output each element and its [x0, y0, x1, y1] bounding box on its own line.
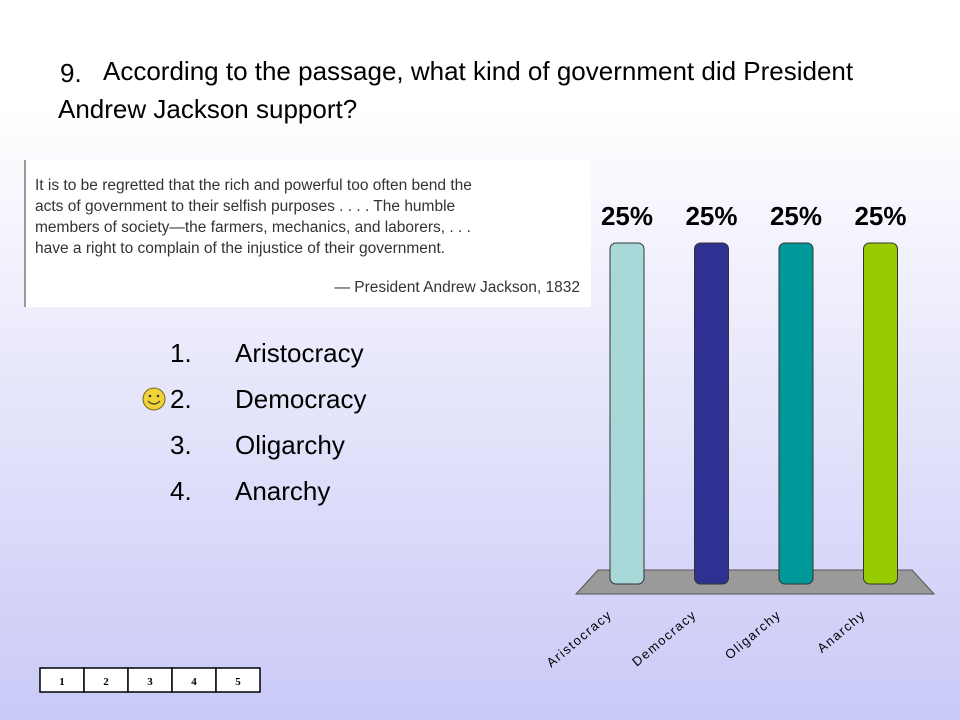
- counter-cell: [127, 667, 173, 693]
- category-label: Oligarchy: [722, 607, 784, 662]
- value-label: 25%: [685, 201, 737, 231]
- option-text: Anarchy: [235, 476, 330, 506]
- option-number: 3.: [170, 430, 192, 460]
- question-box: According to the passage, what kind of g…: [58, 56, 854, 124]
- option-number: 4.: [170, 476, 192, 506]
- option-number: 1.: [170, 338, 192, 368]
- counter-label: 5: [235, 676, 241, 688]
- option-text: Democracy: [235, 384, 366, 414]
- quote-line: members of society—the farmers, mechanic…: [35, 219, 471, 236]
- smiley: [142, 387, 166, 411]
- value-label: 25%: [854, 201, 906, 231]
- counter-cell: [215, 667, 261, 693]
- bar: [778, 242, 814, 585]
- option-text: Aristocracy: [235, 338, 364, 368]
- option-text: Oligarchy: [235, 430, 345, 460]
- category-label: Aristocracy: [543, 607, 615, 670]
- counter-label: 4: [191, 676, 197, 688]
- category-label: Anarchy: [814, 607, 868, 656]
- option-number: 2.: [170, 384, 192, 414]
- question-text: According to the passage, what kind of g…: [58, 56, 854, 124]
- bar: [694, 242, 729, 585]
- question-number: 9.: [60, 58, 82, 88]
- quote-line: acts of government to their selfish purp…: [35, 198, 455, 215]
- quote-line: It is to be regretted that the rich and …: [35, 177, 472, 194]
- bar: [863, 242, 898, 585]
- value-label: 25%: [770, 201, 822, 231]
- category-label: Democracy: [629, 607, 699, 669]
- quote-attribution: — President Andrew Jackson, 1832: [334, 279, 580, 296]
- bar: [609, 242, 645, 585]
- counter-label: 1: [59, 676, 65, 688]
- quote-box: [25, 160, 591, 307]
- counter-label: 3: [147, 676, 153, 688]
- counter-cell: [83, 667, 129, 693]
- value-label: 25%: [601, 201, 653, 231]
- counter-cell: [39, 667, 85, 693]
- counter-label: 2: [103, 676, 109, 688]
- quote-line: have a right to complain of the injustic…: [35, 240, 445, 257]
